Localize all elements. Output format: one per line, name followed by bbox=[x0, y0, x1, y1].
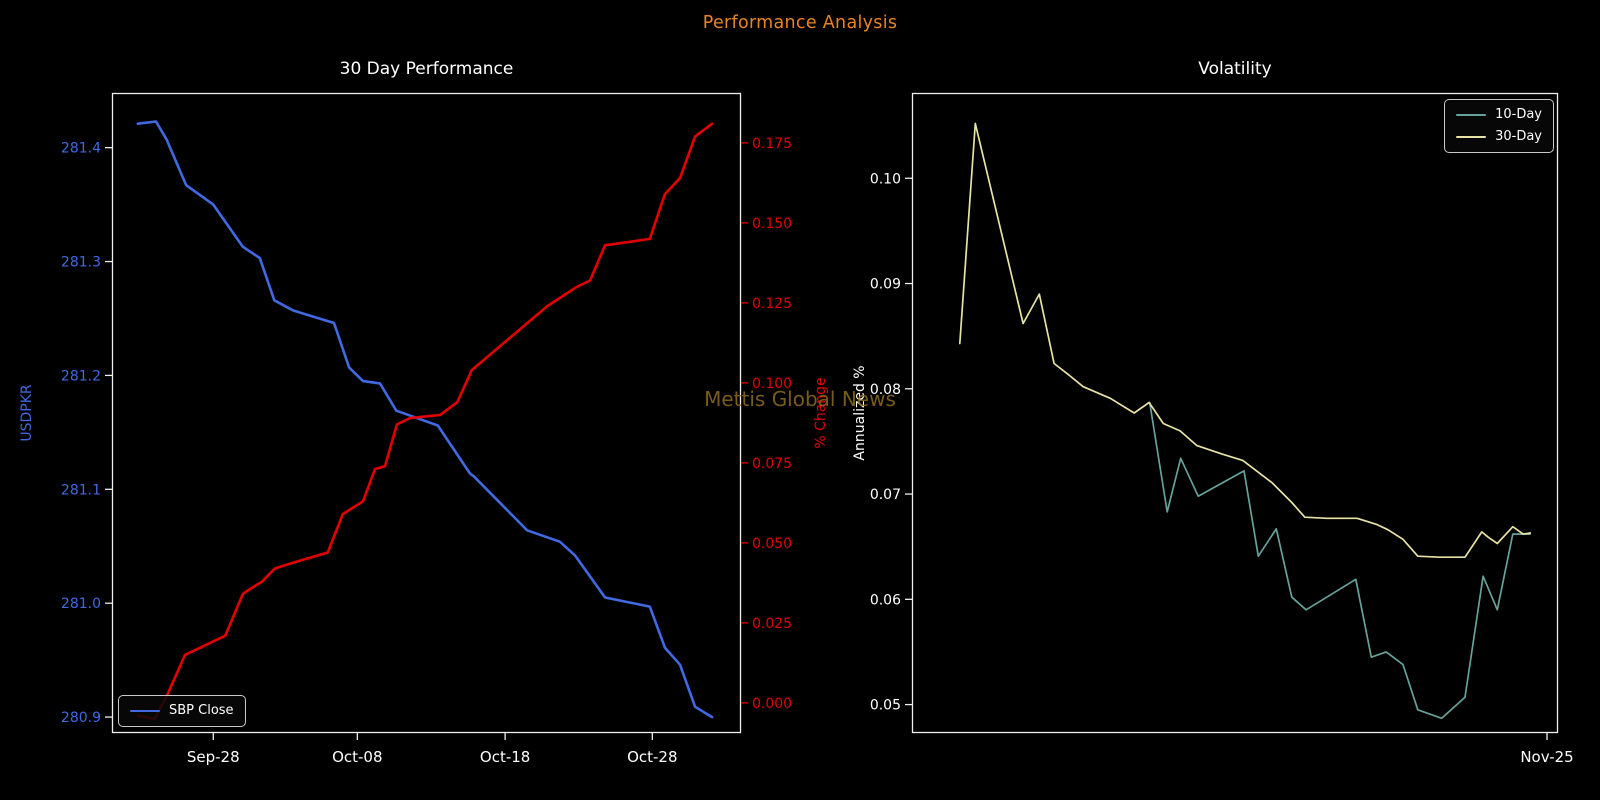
y-axis-label-left: USDPKR bbox=[19, 384, 35, 442]
legend-entry: 30-Day bbox=[1456, 127, 1542, 147]
legend-entry: 10-Day bbox=[1456, 105, 1542, 125]
x-tick-label: Oct-18 bbox=[480, 748, 530, 766]
y-tick-label-right: 0.150 bbox=[752, 216, 792, 232]
legend-swatch-sbp-close bbox=[130, 709, 160, 713]
y-tick-label-left: 281.3 bbox=[61, 255, 101, 271]
legend-swatch-10-day bbox=[1456, 113, 1487, 117]
y-tick-label-left: 281.4 bbox=[61, 141, 101, 157]
chart-title: 30 Day Performance bbox=[339, 59, 514, 79]
y-axis-label-left: Annualized % bbox=[852, 365, 868, 461]
y-tick-label-right: 0.075 bbox=[752, 456, 792, 472]
y-tick-label-left: 281.0 bbox=[61, 596, 101, 612]
y-tick-label-left: 0.10 bbox=[870, 171, 901, 187]
y-tick-label-left: 281.1 bbox=[61, 482, 101, 498]
y-tick-label-left: 0.09 bbox=[870, 277, 901, 293]
series-sbp-close bbox=[136, 120, 714, 719]
x-tick-label: Oct-28 bbox=[627, 748, 677, 766]
plot-area: 0.10 0.09 0.08 0.07 0.06 0.05 Nov-25 bbox=[870, 92, 1574, 766]
series-30-day bbox=[958, 122, 1532, 559]
chart-title: Volatility bbox=[1198, 59, 1272, 79]
legend-label: 10-Day bbox=[1495, 107, 1542, 122]
legend-swatch-30-day bbox=[1456, 135, 1487, 139]
series--change bbox=[136, 122, 714, 721]
y-tick-label-right: 0.025 bbox=[752, 616, 792, 632]
legend: SBP Close bbox=[118, 695, 246, 727]
chart-volatility: Volatility Annualized % 0.10 0.09 0.08 0.07… bbox=[852, 59, 1574, 766]
y-axis-label-right: % Change bbox=[813, 377, 829, 449]
y-tick-label-left: 280.9 bbox=[61, 710, 101, 726]
legend-entry: SBP Close bbox=[130, 701, 234, 721]
y-tick-label-right: 0.175 bbox=[752, 136, 792, 152]
legend: 10-Day 30-Day bbox=[1444, 99, 1554, 153]
figure-title: Performance Analysis bbox=[702, 13, 898, 33]
y-tick-label-left: 0.07 bbox=[870, 487, 901, 503]
y-tick-label-right: 0.125 bbox=[752, 296, 792, 312]
y-tick-label-right: 0.100 bbox=[752, 376, 792, 392]
y-tick-label-left: 0.05 bbox=[870, 698, 901, 714]
chart-30-day-performance: 30 Day Performance USDPKR % Change 281.4… bbox=[19, 59, 829, 766]
plot-border bbox=[911, 92, 1559, 734]
x-tick-label: Sep-28 bbox=[187, 748, 240, 766]
y-tick-label-left: 0.06 bbox=[870, 592, 901, 608]
legend-label: 30-Day bbox=[1495, 129, 1542, 144]
x-tick-label: Nov-25 bbox=[1520, 748, 1573, 766]
x-tick-label: Oct-08 bbox=[332, 748, 382, 766]
y-tick-label-left: 0.08 bbox=[870, 382, 901, 398]
y-tick-label-right: 0.050 bbox=[752, 536, 792, 552]
y-tick-label-left: 281.2 bbox=[61, 368, 101, 384]
plot-border bbox=[111, 92, 742, 734]
series-10-day bbox=[1148, 401, 1532, 720]
plot-area: 281.4 281.3 281.2 281.1 281.0 280.9 0.175 0.150… bbox=[61, 92, 792, 766]
legend-label: SBP Close bbox=[169, 703, 234, 718]
y-tick-label-right: 0.000 bbox=[752, 696, 792, 712]
